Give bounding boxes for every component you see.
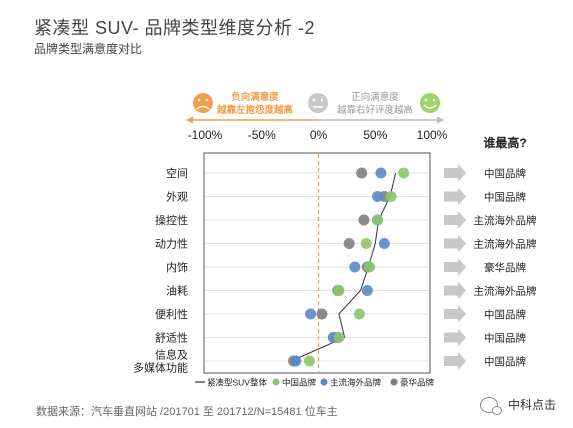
category-label: 动力性: [155, 237, 188, 251]
legend: 紧凑型SUV整体 中国品牌 主流海外品牌 豪华品牌: [195, 378, 435, 388]
winner-label: 豪华品牌: [484, 261, 526, 274]
foreign-point: [361, 285, 373, 296]
legend-dot-marker: [390, 378, 398, 386]
category-label: 外观: [166, 191, 188, 204]
winner-label: 主流海外品牌: [474, 285, 537, 298]
wechat-icon: [480, 396, 502, 415]
x-tick-label: -50%: [248, 128, 276, 142]
luxury-point: [343, 238, 355, 249]
right-arrow-icon: [444, 328, 466, 347]
negative-label-1: 负向满意度: [231, 91, 279, 103]
winner-label: 主流海外品牌: [474, 238, 537, 251]
right-arrow-icon: [444, 211, 466, 229]
x-tick-label: -100%: [188, 128, 223, 142]
negative-label-2: 越靠左抱怨度越高: [216, 104, 294, 116]
plot-area: [203, 152, 431, 374]
neutral-face-icon: [308, 93, 328, 113]
category-label: 便利性: [155, 307, 188, 321]
china-point: [353, 308, 365, 320]
legend-dot-marker: [320, 378, 328, 386]
legend-label: 豪华品牌: [400, 378, 435, 388]
winner-column: 中国品牌中国品牌主流海外品牌主流海外品牌豪华品牌主流海外品牌中国品牌中国品牌中国…: [444, 164, 537, 370]
x-tick-label: 0%: [310, 128, 328, 142]
right-arrow-icon: [444, 258, 466, 276]
category-label: 操控性: [155, 213, 188, 227]
right-arrow-icon: [444, 281, 466, 300]
foreign-point: [305, 308, 317, 320]
winner-label: 中国品牌: [484, 332, 526, 345]
right-arrow-icon: [444, 187, 466, 206]
right-arrow-icon: [444, 305, 466, 323]
positive-label-2: 越靠右好评度越高: [337, 104, 413, 116]
china-point: [333, 285, 345, 296]
legend-label: 主流海外品牌: [330, 378, 382, 388]
category-label: 空间: [166, 166, 188, 180]
page-title: 紧凑型 SUV- 品牌类型维度分析 -2: [34, 18, 316, 38]
china-point: [360, 238, 372, 249]
china-point: [385, 191, 397, 202]
luxury-point: [356, 167, 368, 179]
foreign-point: [378, 238, 390, 249]
winner-label: 中国品牌: [484, 191, 526, 204]
winner-header: 谁最高?: [483, 135, 526, 150]
happy-face-icon: [420, 93, 440, 113]
page-subtitle: 品牌类型满意度对比: [34, 42, 143, 56]
data-points: [288, 167, 410, 367]
legend-dot-marker: [272, 378, 280, 386]
china-point: [333, 332, 345, 343]
x-tick-labels: -100% -50% 0% 50% 100%: [188, 128, 448, 142]
brand-name: 中科点击: [508, 398, 557, 412]
luxury-point: [316, 308, 328, 320]
foreign-point: [290, 355, 302, 367]
right-arrow-icon: [444, 234, 466, 253]
category-label: 舒适性: [155, 331, 188, 345]
scale-banner: 负向满意度 越靠左抱怨度越高 正向满意度 越靠右好评度越高: [186, 91, 444, 124]
luxury-point: [358, 214, 370, 226]
category-label: 油耗: [166, 284, 188, 298]
positive-label-1: 正向满意度: [351, 91, 399, 103]
right-arrow-icon: [444, 352, 466, 370]
right-arrow-icon: [444, 164, 466, 182]
sad-face-icon: [193, 93, 213, 113]
winner-label: 主流海外品牌: [474, 214, 537, 227]
foreign-point: [349, 261, 361, 273]
winner-label: 中国品牌: [484, 167, 526, 180]
foreign-point: [375, 167, 387, 179]
foreign-point: [372, 191, 384, 202]
brand-mark: 中科点击: [480, 396, 557, 415]
category-label: 内饰: [166, 260, 188, 274]
category-label: 信息及多媒体功能: [133, 348, 188, 375]
china-point: [364, 261, 376, 273]
winner-label: 中国品牌: [484, 308, 526, 321]
china-point: [372, 214, 384, 226]
legend-label: 紧凑型SUV整体: [207, 378, 267, 388]
source-note: 数据来源：汽车垂直网站 /201701 至 201712/N=15481 位车主: [36, 406, 338, 418]
legend-label: 中国品牌: [282, 378, 317, 388]
china-point: [303, 355, 315, 367]
x-tick-label: 100%: [417, 128, 448, 142]
winner-label: 中国品牌: [484, 355, 526, 368]
china-point: [398, 167, 410, 179]
x-tick-label: 50%: [363, 128, 387, 142]
